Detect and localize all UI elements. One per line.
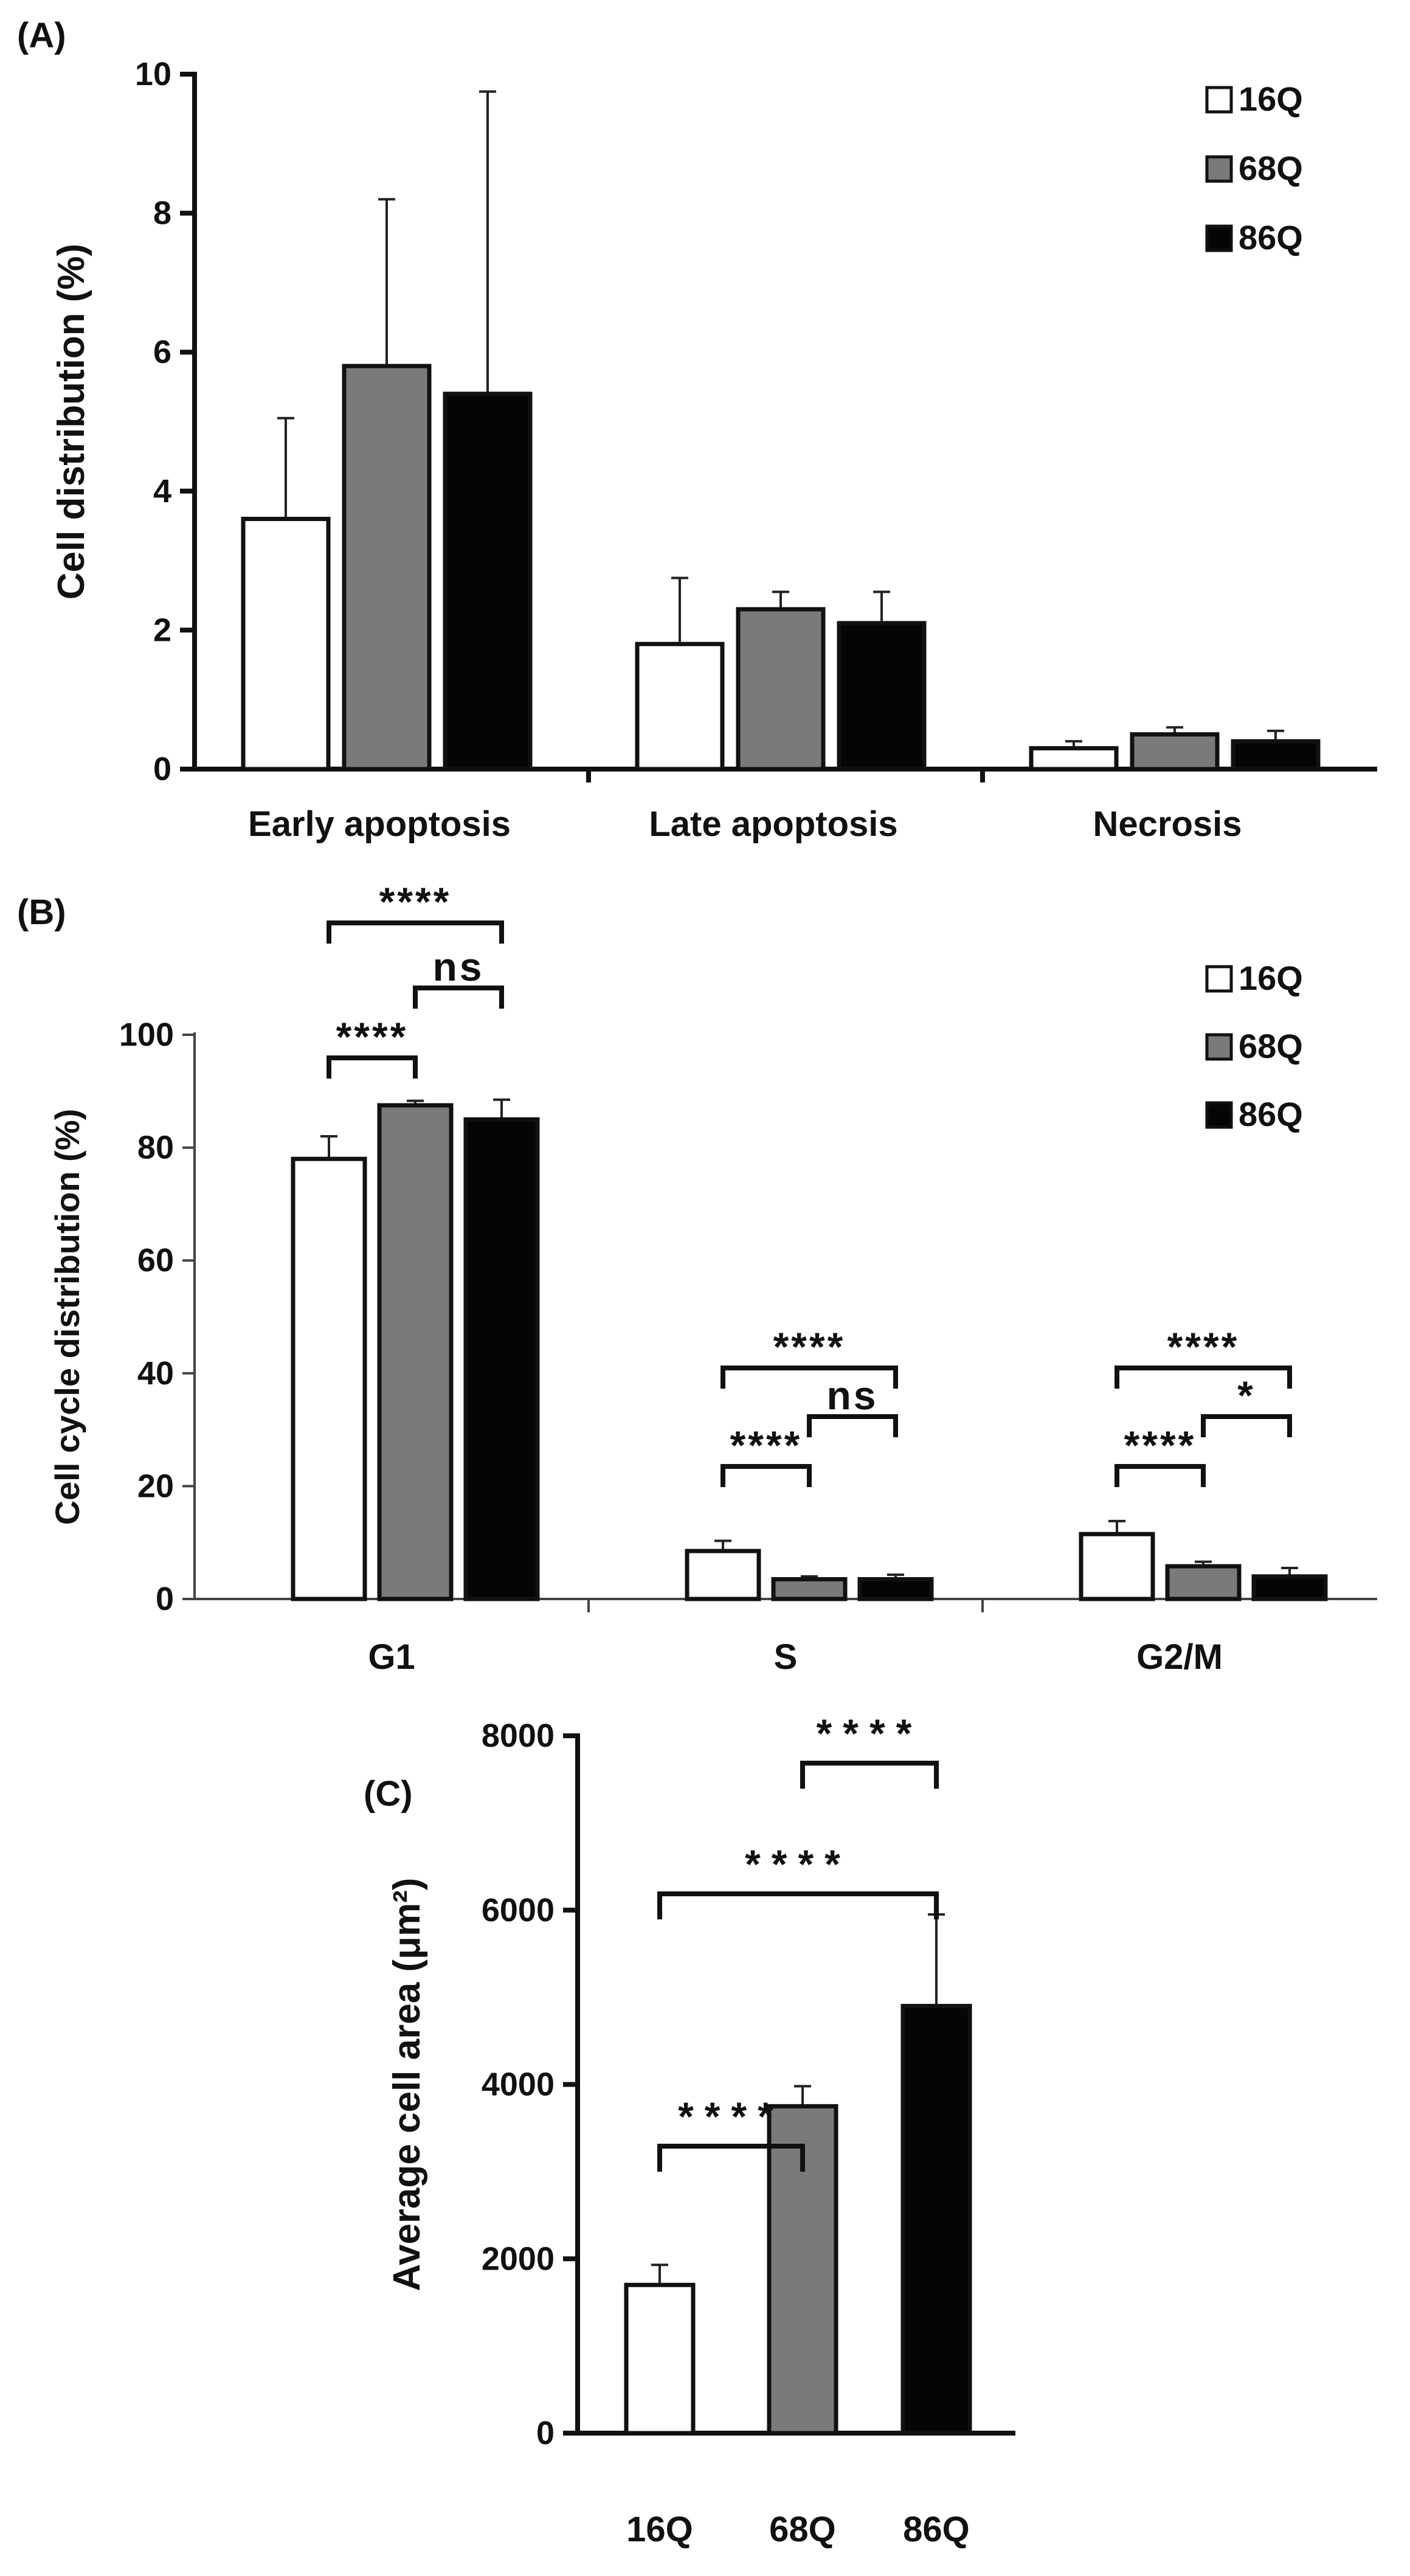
panel-b-significance-label: ****	[379, 879, 452, 924]
panel-b-bar	[463, 1117, 540, 1601]
panel-b-y-tick-label: 80	[137, 1130, 174, 1166]
panel-b-category-label: G1	[368, 1637, 415, 1677]
panel-b-bar	[857, 1577, 934, 1601]
panel-b-y-tick-label: 40	[137, 1355, 174, 1392]
panel-b-bar	[291, 1156, 367, 1601]
panel-a-y-tick-label: 8	[153, 195, 171, 232]
panel-b-category-label: G2/M	[1136, 1637, 1223, 1677]
panel-b-significance-bracket	[807, 1414, 898, 1437]
panel-b-significance-label: ****	[773, 1324, 846, 1369]
panel-a-bar	[1029, 746, 1119, 772]
panel-b-legend-swatch	[1205, 1101, 1233, 1129]
panel-c-y-tick-label: 2000	[482, 2240, 555, 2277]
panel-b-y-tick-label: 20	[137, 1468, 174, 1504]
panel-b-significance-label: ****	[730, 1423, 803, 1468]
panel-b-bar	[1165, 1564, 1242, 1601]
panel-b-significance-label: ****	[1124, 1423, 1197, 1468]
panel-c-label: (C)	[364, 1774, 413, 1814]
panel-b-bar	[685, 1549, 761, 1601]
panel-b-legend-label: 68Q	[1239, 1027, 1303, 1065]
panel-c-y-tick-label: 8000	[482, 1718, 555, 1754]
panel-a-bar	[1231, 739, 1321, 772]
panel-b-significance-bracket	[327, 920, 504, 944]
panel-b-y-axis-title: Cell cycle distribution (%)	[48, 1109, 86, 1525]
panel-a-y-tick-label: 2	[153, 612, 171, 648]
panel-c-y-tick-label: 0	[536, 2415, 555, 2451]
panel-a-y-tick-label: 6	[153, 334, 171, 370]
panel-a-category-label: Necrosis	[1093, 804, 1242, 844]
panel-a-legend-swatch	[1205, 155, 1233, 183]
panel-c-significance-bracket	[800, 1761, 939, 1789]
panel-c-significance-label: ****	[817, 1711, 923, 1756]
panel-c-significance-bracket	[657, 2144, 805, 2172]
panel-a-bar	[736, 607, 826, 772]
panel-a-legend-label: 16Q	[1239, 80, 1303, 118]
panel-b-significance-label: *	[1237, 1373, 1256, 1418]
panel-a-bar	[342, 364, 432, 772]
panel-b-significance-label: ns	[432, 944, 484, 989]
panel-b-y-tick-label: 0	[156, 1581, 174, 1617]
panel-b-significance-bracket	[1115, 1464, 1206, 1487]
panel-b-category-label: S	[774, 1637, 798, 1677]
panel-a-bar	[837, 621, 927, 772]
panel-a-y-axis-title: Cell distribution (%)	[50, 244, 92, 600]
panel-a-bar	[241, 517, 331, 772]
panel-c-y-tick-label: 6000	[482, 1892, 555, 1929]
panel-c-bar	[624, 2282, 696, 2436]
panel-a-y-tick-label: 0	[153, 751, 171, 787]
panel-a-legend-label: 68Q	[1239, 149, 1303, 187]
panel-b-legend-label: 86Q	[1239, 1095, 1303, 1133]
panel-c-significance-label: ****	[745, 1842, 851, 1887]
panel-b-significance-label: ns	[826, 1373, 878, 1418]
panel-c-category-label: 68Q	[769, 2510, 836, 2549]
panel-a-category-label: Late apoptosis	[649, 804, 897, 844]
panel-b-bar	[1079, 1531, 1155, 1601]
panel-b-legend-swatch	[1205, 965, 1233, 993]
panel-b-y-tick-label: 100	[119, 1017, 174, 1053]
panel-a-bar	[1130, 732, 1220, 772]
panel-b-significance-bracket	[721, 1366, 898, 1389]
panel-b-significance-bracket	[1201, 1414, 1292, 1437]
panel-c-significance-bracket	[657, 1891, 939, 1919]
panel-a-y-tick-label: 10	[135, 56, 171, 92]
panel-c-y-axis-title: Average cell area (μm²)	[386, 1877, 428, 2291]
panel-b-legend-label: 16Q	[1239, 959, 1303, 997]
panel-a-category-label: Early apoptosis	[248, 804, 511, 844]
panel-b-significance-label: ****	[1167, 1324, 1240, 1369]
panel-b-bar	[771, 1577, 848, 1601]
panel-a-bar	[443, 392, 533, 772]
panel-c-bar	[900, 2003, 972, 2436]
panel-c-y-tick-label: 4000	[482, 2067, 555, 2103]
panel-a-legend-swatch	[1205, 224, 1233, 252]
panel-a-y-tick-label: 4	[153, 473, 171, 509]
panel-c-category-label: 86Q	[903, 2510, 970, 2549]
panel-b-label: (B)	[17, 893, 66, 932]
panel-b-significance-bracket	[327, 1055, 418, 1079]
panel-c-category-label: 16Q	[626, 2510, 693, 2549]
panel-a-bar	[635, 641, 725, 772]
panel-b-significance-label: ****	[336, 1014, 409, 1059]
panel-c-significance-label: ****	[678, 2094, 784, 2139]
panel-b-y-tick-label: 60	[137, 1242, 174, 1279]
panel-b-bar	[377, 1103, 454, 1601]
panel-b-bar	[1251, 1574, 1328, 1601]
panel-a-label: (A)	[17, 16, 66, 55]
panel-b-legend-swatch	[1205, 1033, 1233, 1061]
panel-b-significance-bracket	[721, 1464, 812, 1487]
panel-b-significance-bracket	[1115, 1366, 1292, 1389]
panel-b-significance-bracket	[413, 986, 504, 1009]
panel-a-legend-swatch	[1205, 86, 1233, 114]
panel-a-legend-label: 86Q	[1239, 218, 1303, 257]
